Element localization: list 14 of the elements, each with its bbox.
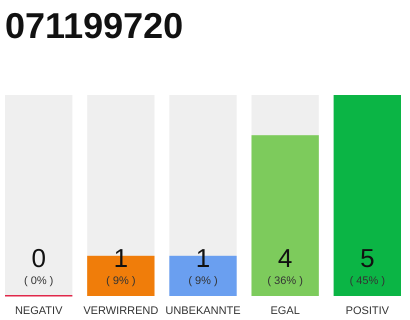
x-tick-label: POSITIV — [346, 305, 390, 317]
annotation: ( 45% ) — [350, 275, 386, 287]
annotation: ( 36% ) — [267, 275, 303, 287]
chart-title: 071199720 — [5, 5, 184, 46]
x-tick-label: VERWIRREND — [83, 305, 158, 317]
annotation: ( 0% ) — [24, 275, 54, 287]
annotation: ( 9% ) — [188, 275, 218, 287]
annotation: ( 9% ) — [106, 275, 136, 287]
data-label: 0 — [31, 243, 46, 273]
data-label: 4 — [278, 243, 292, 273]
x-tick-label: NEGATIV — [14, 305, 64, 317]
x-tick-label: UNBEKANNTE — [165, 305, 241, 317]
data-label: 5 — [360, 243, 375, 273]
x-tick-label: EGAL — [270, 305, 300, 317]
